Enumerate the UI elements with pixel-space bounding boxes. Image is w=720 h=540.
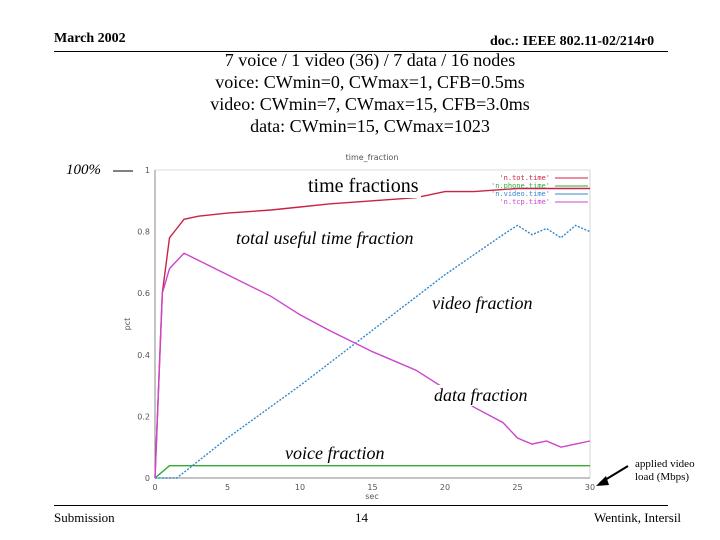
footer-submission: Submission: [54, 510, 115, 525]
title-line-4: data: CWmin=15, CWmax=1023: [250, 116, 490, 136]
legend-label: 'n.phone.time': [491, 182, 550, 190]
x-tick-label: 25: [512, 483, 522, 492]
plot-frame: [154, 169, 591, 479]
y-tick-label: 0.8: [137, 228, 150, 237]
data-fraction-label: data fraction: [432, 385, 530, 406]
time-fractions-label: time fractions: [306, 175, 421, 198]
y-tick-labels: 0 0.2 0.4 0.6 0.8 1: [137, 166, 150, 483]
title-line-1: 7 voice / 1 video (36) / 7 data / 16 nod…: [224, 50, 516, 70]
title-line-2: voice: CWmin=0, CWmax=1, CFB=0.5ms: [215, 72, 525, 92]
y-tick-label: 0.4: [137, 351, 150, 360]
series-line: [155, 224, 591, 479]
chart-title: time_fraction: [346, 153, 399, 162]
slide-title: 7 voice / 1 video (36) / 7 data / 16 nod…: [150, 49, 590, 137]
x-tick-label: 30: [585, 483, 595, 492]
page-number: 14: [355, 510, 368, 525]
y-tick-label: 0.6: [137, 289, 150, 298]
series-line: [154, 252, 591, 479]
series-lines: [154, 187, 591, 479]
x-tick-labels: 0 5 10 15 20 25 30: [152, 483, 595, 492]
series-line: [154, 465, 590, 479]
title-line-3: video: CWmin=7, CWmax=15, CFB=3.0ms: [210, 94, 530, 114]
x-axis-label: sec: [365, 492, 379, 501]
legend-label: 'n.tot.time': [499, 174, 550, 182]
footer-rule: [54, 505, 668, 506]
y-axis-label: pct: [123, 318, 132, 331]
applied-video-load-label: applied video load (Mbps): [635, 458, 695, 483]
y-tick-label: 0: [145, 474, 150, 483]
header-date: March 2002: [54, 31, 126, 46]
hundred-pct-label: 100%: [66, 162, 101, 178]
y-tick-label: 0.2: [137, 412, 150, 421]
x-tick-label: 20: [440, 483, 450, 492]
header-rule: [54, 51, 668, 52]
voice-fraction-label: voice fraction: [283, 443, 387, 464]
x-tick-label: 0: [152, 483, 157, 492]
series-line: [154, 187, 590, 479]
legend-label: 'n.tcp.time': [499, 198, 550, 206]
load-arrow: [596, 465, 629, 486]
footer-author: Wentink, Intersil: [594, 510, 682, 525]
x-tick-label: 10: [295, 483, 305, 492]
legend: 'n.tot.time''n.phone.time''n.video.time'…: [491, 174, 588, 206]
x-tick-label: 5: [225, 483, 230, 492]
y-tick-label: 1: [145, 166, 150, 175]
total-useful-label: total useful time fraction: [234, 228, 416, 249]
legend-label: 'n.video.time': [491, 190, 550, 198]
x-tick-label: 15: [367, 483, 377, 492]
header-doc-id: doc.: IEEE 802.11-02/214r0: [490, 34, 655, 49]
video-fraction-label: video fraction: [430, 293, 535, 314]
